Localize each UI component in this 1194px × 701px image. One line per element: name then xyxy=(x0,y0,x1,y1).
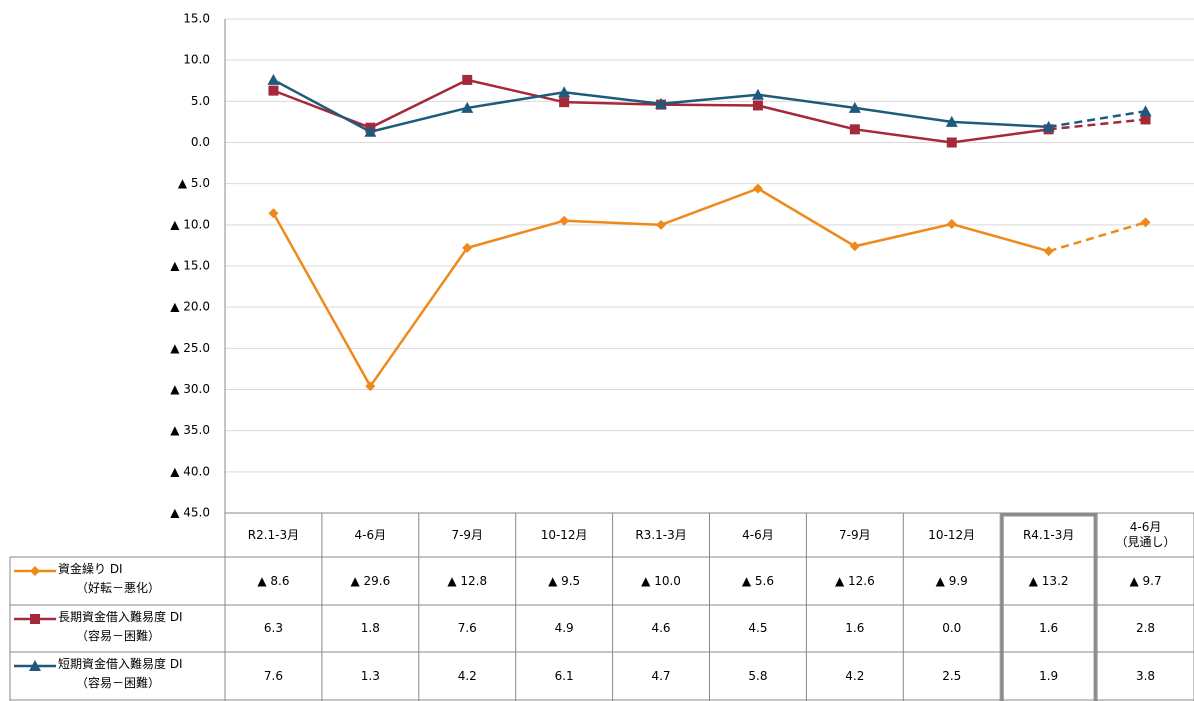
point xyxy=(752,100,763,111)
point xyxy=(364,125,377,137)
x-tick-label: 7-9月 xyxy=(451,527,484,542)
point xyxy=(656,219,667,230)
data-label: ▲ 13.2 xyxy=(1028,573,1069,588)
data-label: ▲ 10.0 xyxy=(641,573,681,588)
x-tick-label: 10-12月 xyxy=(928,527,976,542)
point xyxy=(558,86,571,98)
x-tick-label: 10-12月 xyxy=(540,527,588,542)
point xyxy=(462,242,473,253)
data-label: ▲ 29.6 xyxy=(350,573,391,588)
y-tick-label: 0.0 xyxy=(191,135,210,149)
y-tick-label: 10.0 xyxy=(183,53,210,67)
point xyxy=(1042,120,1055,132)
legend-sublabel: （容易－困難） xyxy=(75,675,160,690)
x-tick-label: 4-6月 xyxy=(742,527,774,542)
y-tick-label: 5.0 xyxy=(191,94,210,108)
data-label: 1.8 xyxy=(360,621,380,635)
point xyxy=(461,101,474,113)
point xyxy=(268,208,279,219)
point xyxy=(1140,114,1151,125)
point xyxy=(1139,105,1152,117)
point xyxy=(655,97,668,109)
point xyxy=(752,183,763,194)
point xyxy=(365,381,376,392)
data-label: 2.8 xyxy=(1135,621,1156,635)
data-label: 4.6 xyxy=(651,621,671,635)
data-label: 2.5 xyxy=(942,668,962,683)
y-tick-label: ▲ 5.0 xyxy=(178,176,210,190)
data-label: ▲ 9.7 xyxy=(1129,573,1162,588)
point xyxy=(29,660,41,671)
series-line xyxy=(1048,118,1146,131)
point xyxy=(30,566,40,576)
highlight-box xyxy=(1000,513,1097,701)
data-label: 7.6 xyxy=(263,668,283,683)
data-label: 1.9 xyxy=(1039,668,1059,683)
point xyxy=(462,74,473,85)
data-label: ▲ 8.6 xyxy=(257,573,290,588)
x-tick-label: R2.1-3月 xyxy=(247,527,300,542)
legend-label: 短期資金借入難易度 DI xyxy=(58,656,183,671)
data-label: 1.6 xyxy=(1039,621,1059,635)
data-label: 4.2 xyxy=(457,668,477,683)
data-label: 0.0 xyxy=(942,621,962,635)
y-tick-label: 15.0 xyxy=(183,12,210,26)
data-label: ▲ 9.5 xyxy=(548,573,581,588)
point xyxy=(1043,246,1054,257)
y-tick-label: ▲ 40.0 xyxy=(170,464,210,478)
data-label: 7.6 xyxy=(457,621,477,635)
data-label: 4.9 xyxy=(554,621,574,635)
series-line xyxy=(273,78,1049,144)
point xyxy=(1140,217,1151,228)
x-tick-label: R4.1-3月 xyxy=(1022,527,1075,542)
point xyxy=(848,101,861,113)
series-line xyxy=(1048,221,1146,253)
data-label: ▲ 12.6 xyxy=(834,573,875,588)
point xyxy=(751,88,764,100)
y-tick-label: ▲ 15.0 xyxy=(170,259,210,273)
data-label: 5.8 xyxy=(748,668,768,683)
y-tick-label: ▲ 35.0 xyxy=(170,423,210,437)
series-line xyxy=(1048,109,1146,129)
data-label: 6.1 xyxy=(554,668,574,683)
point xyxy=(30,614,40,624)
legend-label: 資金繰り DI xyxy=(58,561,123,576)
point xyxy=(559,97,570,108)
point xyxy=(945,115,958,127)
data-label: 4.7 xyxy=(651,668,671,683)
data-label: 4.2 xyxy=(845,668,865,683)
point xyxy=(849,124,860,135)
series-line xyxy=(272,187,1049,389)
legend-label: 長期資金借入難易度 DI xyxy=(58,609,183,624)
data-label: ▲ 12.8 xyxy=(447,573,488,588)
y-tick-label: ▲ 30.0 xyxy=(170,382,210,396)
point xyxy=(267,73,280,85)
point xyxy=(268,85,279,96)
y-tick-label: ▲ 25.0 xyxy=(170,341,210,355)
x-tick-label: 4-6月 （見通し） xyxy=(1115,520,1176,549)
data-label: 1.6 xyxy=(845,621,865,635)
y-tick-label: ▲ 20.0 xyxy=(170,300,210,314)
x-tick-label: R3.1-3月 xyxy=(635,527,687,542)
point xyxy=(849,241,860,252)
legend-sublabel: （好転－悪化） xyxy=(75,580,160,595)
x-tick-label: 7-9月 xyxy=(839,527,871,542)
point xyxy=(946,219,957,230)
y-tick-label: ▲ 10.0 xyxy=(170,217,210,231)
point xyxy=(946,137,957,148)
data-label: 1.3 xyxy=(360,668,380,683)
data-label: 4.5 xyxy=(748,621,768,635)
data-label: ▲ 5.6 xyxy=(741,573,775,588)
data-label: 6.3 xyxy=(263,621,283,635)
data-label: ▲ 9.9 xyxy=(935,573,968,588)
point xyxy=(559,215,570,226)
x-tick-label: 4-6月 xyxy=(354,527,387,542)
legend-sublabel: （容易－困難） xyxy=(75,628,160,643)
y-tick-label: ▲ 45.0 xyxy=(170,506,210,520)
data-label: 3.8 xyxy=(1135,668,1156,683)
